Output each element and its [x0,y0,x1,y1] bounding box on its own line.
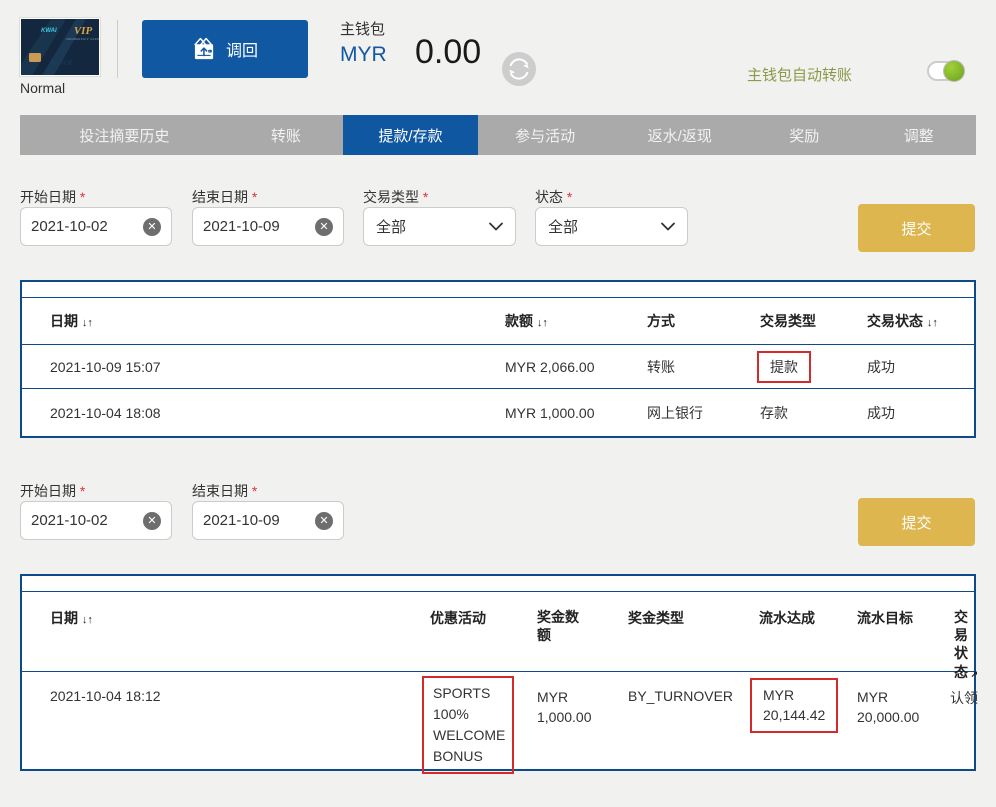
svg-text:KWAI: KWAI [41,28,57,34]
svg-text:VIP: VIP [74,25,93,37]
svg-text:KAWR: KAWR [49,58,73,67]
svg-text:MEMBERSHIP CARD: MEMBERSHIP CARD [67,37,100,41]
